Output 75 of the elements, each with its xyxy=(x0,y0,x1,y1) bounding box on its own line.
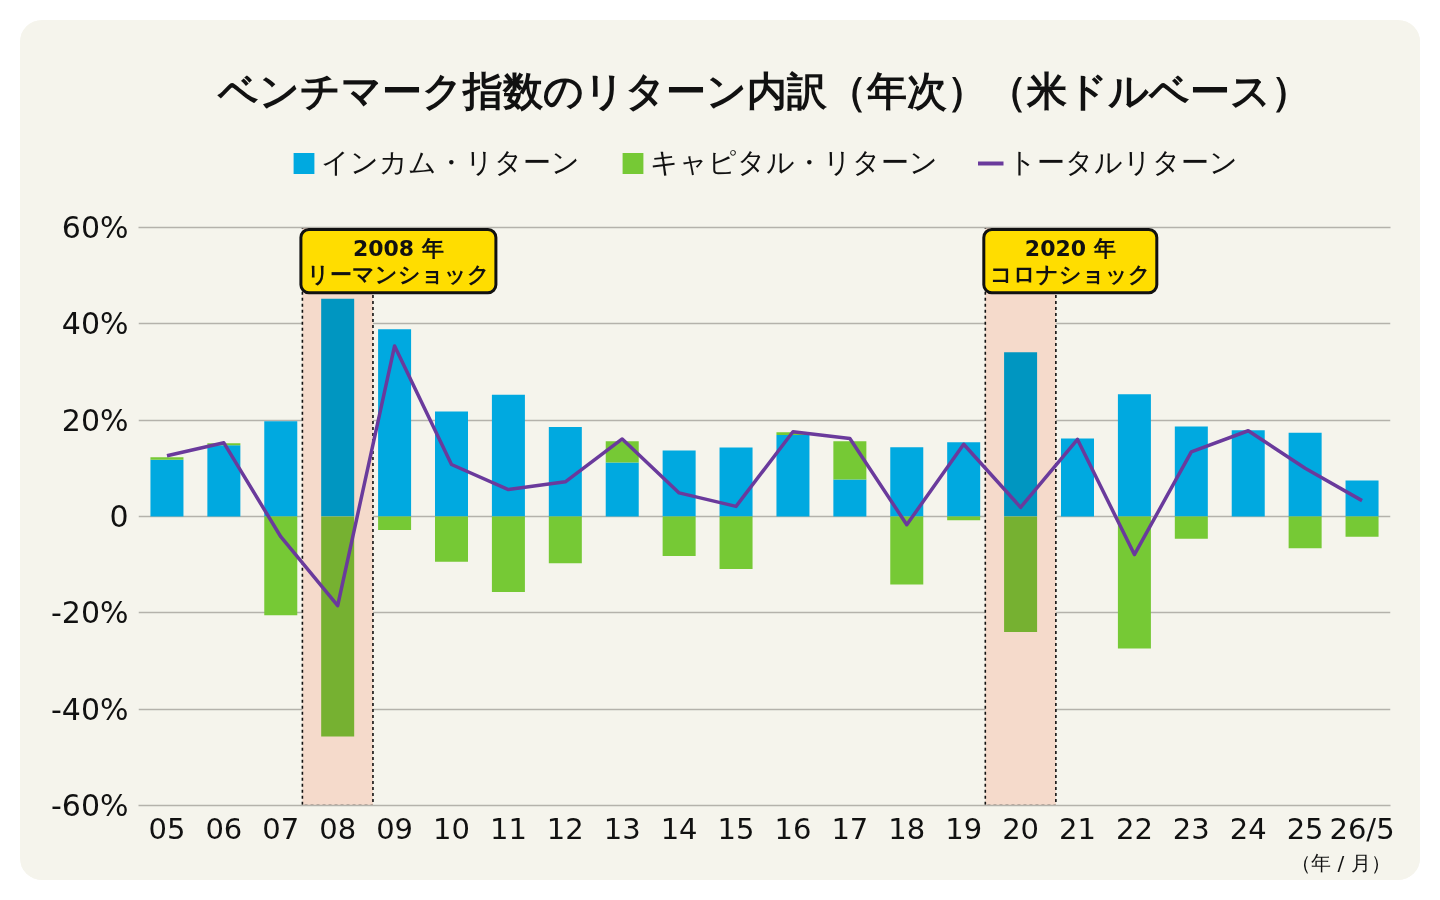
y-tick-label: 60% xyxy=(61,210,129,245)
bar xyxy=(890,516,924,585)
bar xyxy=(605,462,639,517)
x-tick-label: 23 xyxy=(1172,811,1210,846)
x-tick-label: 24 xyxy=(1229,811,1267,846)
x-tick-label: 11 xyxy=(489,811,527,846)
bar xyxy=(776,435,810,517)
bar xyxy=(491,516,525,593)
y-tick-label: 40% xyxy=(61,306,129,342)
bar xyxy=(548,516,582,564)
bar xyxy=(264,421,298,517)
band-label: 2020 年コロナショック xyxy=(989,235,1151,287)
bar xyxy=(548,426,582,517)
bar xyxy=(321,298,355,517)
text: （年 / 月） xyxy=(1291,850,1391,875)
bar xyxy=(1345,480,1379,517)
x-tick-label: 22 xyxy=(1115,811,1153,846)
bar xyxy=(662,450,696,517)
bar xyxy=(435,516,468,562)
bar xyxy=(435,411,468,517)
x-tick-label: 10 xyxy=(433,811,470,846)
bar xyxy=(1117,516,1151,649)
y-tick-label: -60% xyxy=(51,788,129,823)
x-tick-label: 17 xyxy=(831,811,869,846)
bar xyxy=(207,445,241,517)
x-tick-label: 09 xyxy=(376,811,414,846)
y-tick-label: 0 xyxy=(109,499,129,534)
bar xyxy=(378,516,412,530)
bar xyxy=(662,516,696,556)
x-tick-label: 25 xyxy=(1286,811,1324,846)
bar xyxy=(719,447,753,517)
x-tick-label: 19 xyxy=(945,811,983,846)
bar xyxy=(1174,516,1208,539)
bar xyxy=(150,459,184,517)
y-tick-label: -20% xyxy=(51,595,129,631)
bar xyxy=(1004,352,1038,517)
chart-title: ベンチマーク指数のリターン内訳（年次）（米ドルベース） xyxy=(217,67,1311,114)
x-tick-label: 20 xyxy=(1002,811,1040,846)
bar xyxy=(491,394,525,517)
x-tick-label: 14 xyxy=(660,811,698,846)
y-tick-label: -40% xyxy=(51,691,129,727)
bar xyxy=(1061,438,1094,517)
bar xyxy=(1004,516,1038,633)
x-tick-label: 06 xyxy=(205,811,243,846)
legend-label: トータルリターン xyxy=(1007,144,1238,181)
x-tick-label: 08 xyxy=(319,811,357,846)
band-label: 2008 年リーマンショック xyxy=(306,235,490,287)
bar xyxy=(1231,430,1265,517)
bar xyxy=(1288,516,1322,549)
bar xyxy=(321,516,355,737)
bar xyxy=(719,516,753,569)
x-tick-label: 15 xyxy=(717,811,755,846)
x-tick-label: 12 xyxy=(546,811,584,846)
bar xyxy=(1174,426,1208,517)
bar xyxy=(1288,432,1322,517)
bar xyxy=(1117,394,1151,517)
bar xyxy=(833,441,867,480)
bar xyxy=(833,479,867,517)
x-tick-label: 07 xyxy=(262,811,300,846)
y-tick-label: 20% xyxy=(61,402,129,438)
bar xyxy=(947,442,981,517)
bar xyxy=(150,457,184,460)
legend-label: キャピタル・リターン xyxy=(649,144,938,181)
legend-label: インカム・リターン xyxy=(320,144,580,181)
bar xyxy=(264,516,298,616)
x-tick-label: 13 xyxy=(603,811,641,846)
x-tick-label: 16 xyxy=(774,811,812,846)
bar xyxy=(890,447,924,517)
bar xyxy=(378,329,412,517)
x-tick-label: 21 xyxy=(1059,811,1096,846)
x-tick-label: 18 xyxy=(888,811,926,846)
line-series xyxy=(165,344,1364,608)
x-tick-label: 05 xyxy=(148,811,186,846)
x-tick-label: 26/5 xyxy=(1329,811,1395,846)
bar xyxy=(1345,516,1379,537)
